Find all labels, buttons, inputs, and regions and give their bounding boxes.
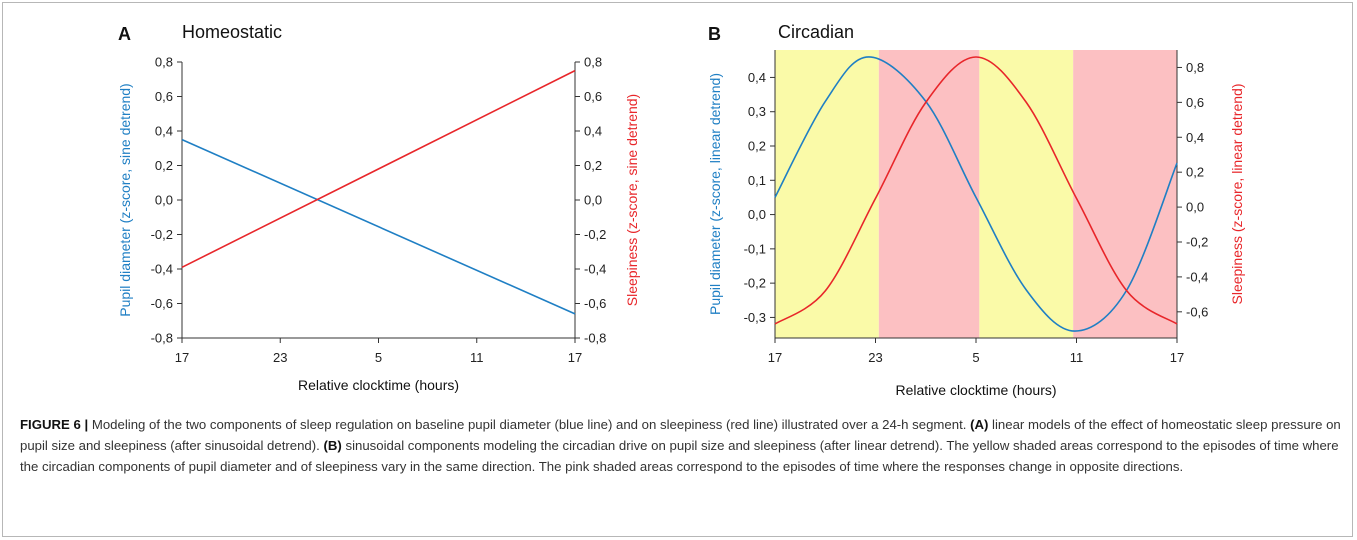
x-axis-label: Relative clocktime (hours) [895,382,1056,398]
right-y-tick-label: -0,8 [584,331,606,346]
left-y-tick-label: 0,3 [748,104,766,119]
x-tick-label: 11 [1070,350,1084,365]
x-tick-label: 23 [868,350,882,365]
x-tick-label: 17 [568,350,582,365]
right-y-tick-label: 0,0 [584,193,602,208]
sleepiness-line [181,69,576,269]
pupil-diameter-line [774,56,1178,332]
left-y-axis-label: Pupil diameter (z-score, linear detrend) [707,73,723,315]
left-y-tick-label: -0,3 [744,310,766,325]
left-y-axis-label: Pupil diameter (z-score, sine detrend) [117,83,133,316]
right-y-tick-label: -0,4 [1186,269,1208,284]
caption-figure-label: FIGURE 6 | [20,417,89,432]
panel-letter: B [708,24,721,44]
right-y-axis-label: Sleepiness (z-score, sine detrend) [624,94,640,306]
left-y-tick-label: 0,2 [748,139,766,154]
caption-intro: Modeling of the two components of sleep … [88,417,971,432]
sleepiness-line [774,56,1178,325]
left-y-tick-label: -0,2 [744,276,766,291]
right-y-tick-label: -0,4 [584,262,606,277]
right-y-tick-label: 0,0 [1186,200,1204,215]
caption-text-a: linear models of the effect of homeostat… [20,417,1341,453]
right-y-tick-label: -0,2 [584,227,606,242]
right-y-tick-label: 0,2 [1186,165,1204,180]
x-tick-label: 5 [972,350,979,365]
right-y-tick-label: 0,2 [584,158,602,173]
x-axis-label: Relative clocktime (hours) [298,377,459,393]
panel-title: Circadian [778,22,854,42]
left-y-tick-label: -0,6 [151,296,173,311]
left-y-tick-label: 0,0 [748,207,766,222]
caption-label-b: (B) [323,438,342,453]
left-y-tick-label: 0,6 [155,89,173,104]
left-y-tick-label: 0,4 [155,124,173,139]
left-y-tick-label: 0,1 [748,173,766,188]
x-tick-label: 5 [375,350,382,365]
right-y-tick-label: 0,8 [584,55,602,70]
left-y-tick-label: 0,4 [748,70,766,85]
panel-letter: A [118,24,131,44]
panel-b: 17 23 5 11 17 0,4 0,3 0,2 0,1 0,0 -0,1 -0,2 -0,3 0,8 0… [707,22,1245,398]
left-y-tick-label: -0,8 [151,331,173,346]
left-y-tick-label: -0,4 [151,262,173,277]
shaded-region-opposite-direction [878,50,980,338]
figure-caption: FIGURE 6 | Modeling of the two component… [20,414,1345,477]
x-tick-label: 17 [175,350,189,365]
right-y-tick-label: -0,2 [1186,235,1208,250]
right-y-tick-label: -0,6 [584,296,606,311]
right-y-tick-label: 0,6 [584,89,602,104]
panel-title: Homeostatic [182,22,282,42]
x-tick-label: 17 [1170,350,1184,365]
right-y-axis-label: Sleepiness (z-score, linear detrend) [1229,84,1245,305]
panel-a: 17 23 5 11 17 0,8 0,6 0,4 0,2 0,0 -0,2 -0,4 -0,6 -0,8… [117,22,640,393]
figure-charts: 17 23 5 11 17 0,8 0,6 0,4 0,2 0,0 -0,2 -0,4 -0,6 -0,8… [117,22,1245,398]
left-y-tick-label: 0,8 [155,55,173,70]
right-y-tick-label: 0,8 [1186,60,1204,75]
shaded-region-same-direction [775,50,879,338]
left-y-tick-label: 0,0 [155,193,173,208]
right-y-tick-label: 0,6 [1186,95,1204,110]
left-y-tick-label: 0,2 [155,158,173,173]
caption-text-b: sinusoidal components modeling the circa… [20,438,1339,474]
x-tick-label: 23 [273,350,287,365]
right-y-tick-label: 0,4 [1186,130,1204,145]
right-y-tick-label: 0,4 [584,124,602,139]
left-y-tick-label: -0,1 [744,241,766,256]
shaded-region-opposite-direction [1073,50,1177,338]
caption-label-a: (A) [970,417,989,432]
pupil-diameter-line [181,138,576,315]
shaded-region-same-direction [979,50,1074,338]
x-tick-label: 17 [768,350,782,365]
x-tick-label: 11 [470,350,484,365]
left-y-tick-label: -0,2 [151,227,173,242]
right-y-tick-label: -0,6 [1186,304,1208,319]
